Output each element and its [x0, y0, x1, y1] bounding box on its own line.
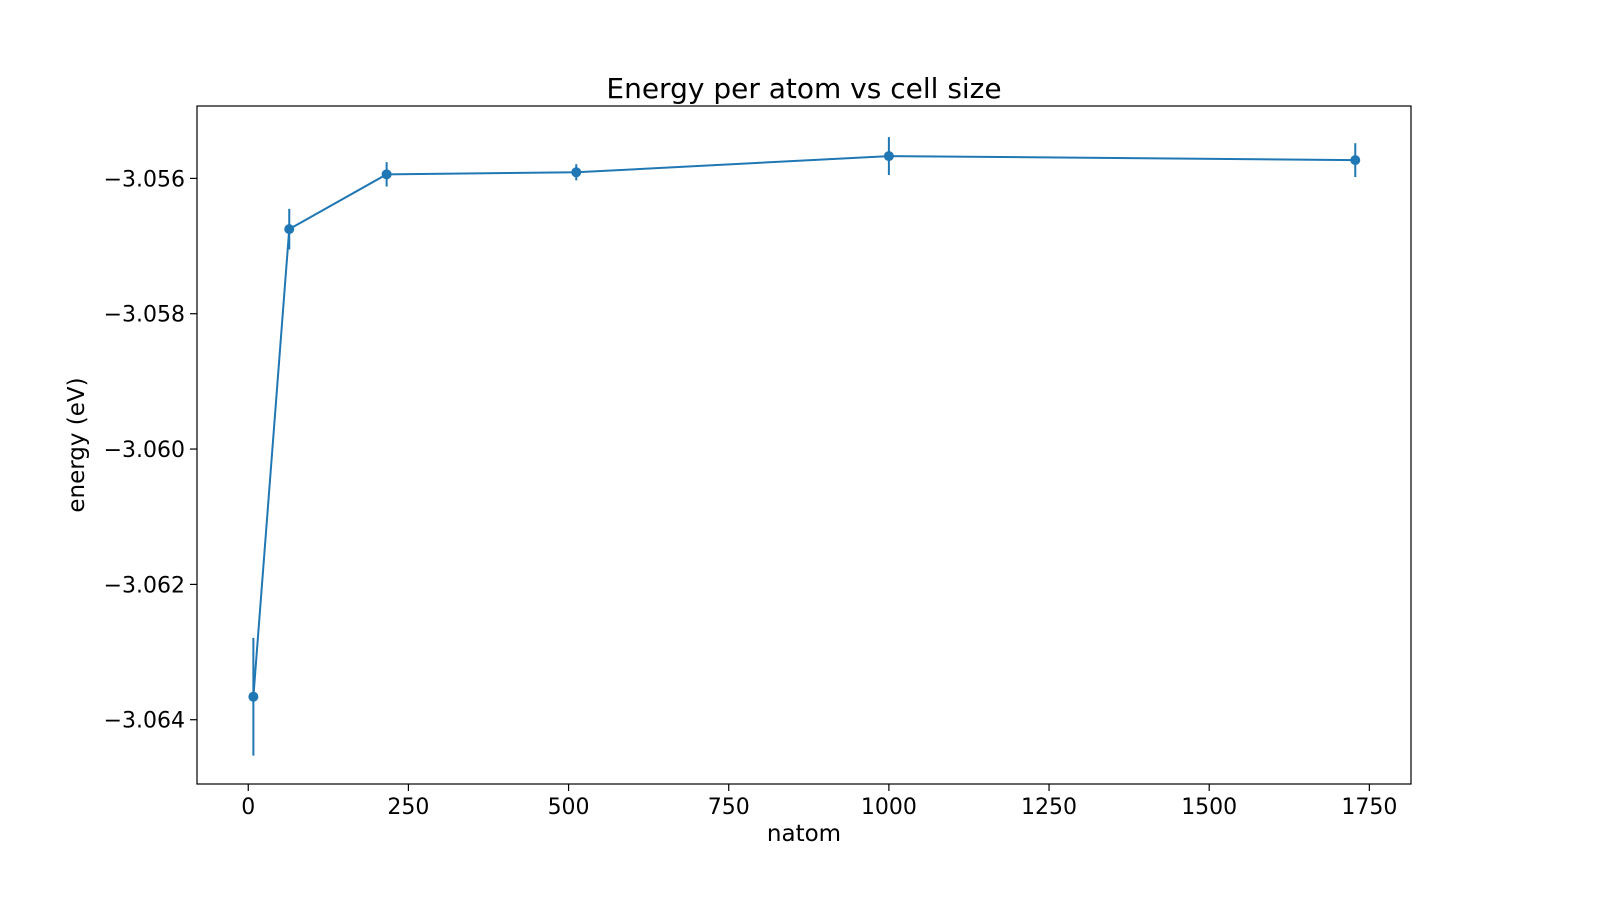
- x-tick-label: 1250: [1021, 795, 1077, 820]
- data-point: [571, 167, 582, 178]
- y-axis-label: energy (eV): [64, 377, 90, 512]
- data-point: [248, 691, 259, 702]
- x-tick-label: 750: [708, 795, 750, 820]
- y-tick-label: −3.064: [104, 709, 185, 734]
- y-tick-label: −3.056: [104, 167, 185, 192]
- data-point: [284, 224, 295, 235]
- x-axis-label: natom: [767, 821, 841, 847]
- y-tick-label: −3.062: [104, 573, 185, 598]
- x-tick-label: 250: [387, 795, 429, 820]
- y-tick-label: −3.060: [104, 438, 185, 463]
- y-axis: −3.056 −3.058 −3.060 −3.062 −3.064: [104, 167, 197, 734]
- chart-title: Energy per atom vs cell size: [606, 72, 1001, 105]
- x-tick-label: 1500: [1181, 795, 1237, 820]
- x-tick-label: 0: [241, 795, 255, 820]
- x-axis: 0 250 500 750 1000 1250 1500 1750: [241, 784, 1397, 820]
- plot-area: [248, 137, 1361, 756]
- x-tick-label: 500: [548, 795, 590, 820]
- data-point: [883, 151, 894, 162]
- data-point: [1350, 155, 1361, 166]
- x-tick-label: 1000: [861, 795, 917, 820]
- x-tick-label: 1750: [1341, 795, 1397, 820]
- y-tick-label: −3.058: [104, 303, 185, 328]
- axes-frame: [196, 105, 1412, 785]
- series-line: [252, 155, 1356, 697]
- data-point: [381, 169, 392, 180]
